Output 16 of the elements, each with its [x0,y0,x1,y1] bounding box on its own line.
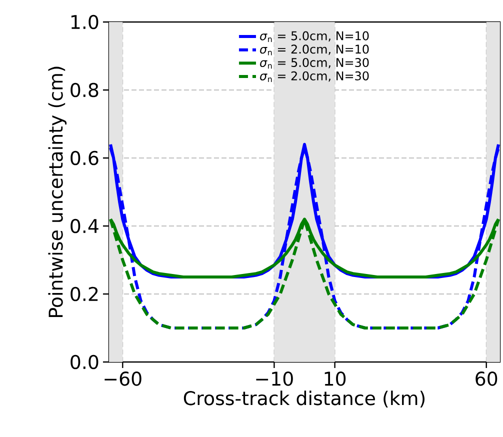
y-tick-label: 0.8 [70,82,98,98]
y-tick-label: 0.4 [70,218,98,234]
y-axis-title: Pointwise uncertainty (cm) [48,66,67,317]
y-tick-label: 0.0 [70,354,98,370]
legend-label: σ$_{n}$ = 2.0cm, N=10 [260,44,369,56]
legend-label: σ$_{n}$ = 5.0cm, N=30 [260,58,369,69]
y-tick-label: 0.6 [70,150,98,166]
y-tick-label: 0.2 [70,286,98,302]
legend-label: σ$_{n}$ = 2.0cm, N=30 [260,71,369,82]
x-tick-label: −60 [104,372,142,386]
x-tick-label: 60 [476,372,498,386]
x-tick-label: 10 [324,372,346,386]
legend-label: σ$_{n}$ = 5.0cm, N=10 [260,31,369,42]
x-axis-title: Cross-track distance (km) [184,390,425,408]
x-tick-label: −10 [256,372,293,386]
y-tick-label: 1.0 [71,14,98,30]
